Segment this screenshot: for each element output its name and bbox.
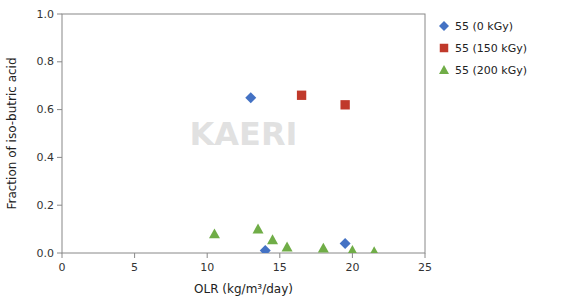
- x-tick: [134, 253, 135, 258]
- point: [267, 234, 278, 244]
- x-tick-label: 10: [200, 261, 214, 274]
- y-tick: [57, 14, 62, 15]
- point: [282, 242, 293, 252]
- y-tick-label: 0.8: [37, 55, 55, 68]
- point: [297, 91, 306, 100]
- y-tick: [57, 109, 62, 110]
- x-tick-label: 25: [418, 261, 432, 274]
- y-tick-label: 1.0: [37, 8, 55, 21]
- x-tick: [207, 253, 208, 258]
- x-tick: [62, 253, 63, 258]
- x-tick: [279, 253, 280, 258]
- point: [318, 243, 329, 253]
- plot-frame: [62, 14, 425, 253]
- legend: 55 (0 kGy) 55 (150 kGy) 55 (200 kGy): [439, 20, 527, 77]
- x-tick: [425, 253, 426, 258]
- legend-label: 55 (200 kGy): [455, 64, 527, 77]
- y-tick: [57, 61, 62, 62]
- y-tick-label: 0.4: [37, 151, 55, 164]
- y-tick-label: 0.0: [37, 247, 55, 260]
- point: [369, 246, 380, 253]
- legend-marker: [439, 65, 449, 74]
- legend-marker: [440, 44, 449, 53]
- y-tick-label: 0.6: [37, 103, 55, 116]
- point: [340, 100, 349, 109]
- y-tick: [57, 157, 62, 158]
- y-tick: [57, 253, 62, 254]
- x-tick-label: 0: [59, 261, 66, 274]
- y-tick: [57, 205, 62, 206]
- legend-label: 55 (150 kGy): [455, 42, 527, 55]
- y-tick-label: 0.2: [37, 199, 55, 212]
- points: [209, 91, 380, 253]
- x-tick-label: 20: [345, 261, 359, 274]
- point: [245, 92, 256, 103]
- point: [347, 245, 358, 253]
- watermark: KAERI: [190, 115, 298, 153]
- x-axis-label: OLR (kg/m³/day): [194, 282, 293, 296]
- point: [253, 224, 264, 234]
- legend-label: 55 (0 kGy): [455, 20, 513, 33]
- x-tick-label: 5: [131, 261, 138, 274]
- point: [340, 238, 351, 249]
- x-tick-label: 15: [273, 261, 287, 274]
- chart: KAERI 0 5 10 15 20 25 0.0 0.2 0.4 0.6 0.8 1.0 OLR (kg…: [0, 0, 575, 303]
- x-tick: [352, 253, 353, 258]
- legend-marker: [439, 21, 449, 31]
- y-axis-label: Fraction of iso-butric acid: [5, 57, 19, 209]
- point: [260, 245, 271, 253]
- point: [209, 228, 220, 238]
